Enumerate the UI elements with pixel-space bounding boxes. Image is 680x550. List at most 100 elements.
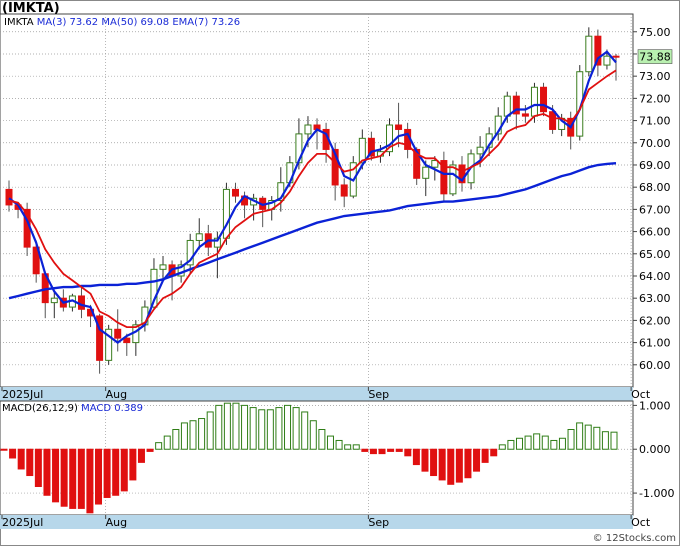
price-tick-label: 63.00 [639, 292, 671, 305]
candle [114, 309, 122, 352]
candle [395, 102, 403, 148]
candle-body-down [367, 137, 375, 157]
macd-tick-label: 1.000 [639, 399, 671, 412]
macd-bar-positive [215, 404, 223, 450]
legend-text: IMKTA MA(3) 73.62 MA(50) 69.08 EMA(7) 73… [4, 17, 240, 28]
price-tick-label: 66.00 [639, 226, 671, 239]
macd-bar-negative [129, 448, 137, 481]
candle [422, 160, 430, 197]
candle [340, 178, 348, 208]
candle [123, 333, 131, 356]
macd-bar-positive [241, 404, 249, 450]
price-tick-label: 67.00 [639, 203, 671, 216]
candle-body-down [440, 160, 448, 195]
macd-bar-positive [541, 435, 549, 450]
legend-value: 73.26 [211, 17, 240, 28]
macd-bar-negative [378, 448, 386, 455]
candle-body-up [213, 237, 221, 248]
candle [195, 218, 203, 250]
macd-bar-negative [387, 448, 395, 452]
macd-bar-positive [326, 435, 334, 450]
candle-body-up [585, 35, 593, 73]
macd-bar-negative [112, 448, 120, 496]
macd-bar-negative [77, 448, 85, 509]
macd-bar-positive [558, 437, 566, 450]
macd-plot-area [0, 400, 634, 516]
macd-date-label: Sep [368, 516, 389, 529]
macd-histogram [0, 402, 618, 514]
chart-title: (IMKTA) [2, 1, 60, 16]
candle-body-down [331, 148, 339, 186]
macd-bar-positive [301, 411, 309, 450]
price-date-label: Oct [631, 388, 651, 401]
candle [50, 291, 58, 319]
macd-bar-positive [163, 435, 171, 450]
macd-panel: 1.000 0.000 -1.000 MACD(26,12,9) MACD 0.38… [0, 399, 674, 529]
price-tick-label: 69.00 [639, 159, 671, 172]
macd-bar-negative [95, 448, 103, 505]
price-tick-label: 64.00 [639, 270, 671, 283]
macd-bar-negative [369, 448, 377, 455]
macd-bar-negative [34, 448, 42, 488]
last-price-box [637, 49, 673, 64]
price-tick-label: 75.00 [639, 26, 671, 39]
macd-bar-negative [473, 448, 481, 472]
candle-body-up [304, 124, 312, 135]
candle-body-up [503, 95, 511, 117]
macd-bar-positive [498, 444, 506, 450]
macd-bar-positive [275, 407, 283, 450]
candle [521, 105, 529, 123]
macd-bar-positive [155, 442, 163, 450]
macd-bar-negative [9, 448, 17, 459]
candle [5, 180, 13, 212]
macd-date-band [0, 515, 633, 529]
candle [540, 82, 548, 117]
candle [612, 53, 620, 81]
price-date-label: 2025Jul [2, 388, 43, 401]
legend-text: MACD(26,12,9) MACD 0.389 [2, 403, 143, 414]
price-plot-area [0, 13, 634, 388]
macd-bar-negative [430, 448, 438, 477]
candle-body-down [594, 35, 602, 66]
macd-bar-negative [361, 448, 369, 452]
price-date-labels: 2025Jul Aug Sep Oct [1, 387, 651, 401]
candle-body-up [222, 188, 230, 239]
candle [386, 118, 394, 157]
macd-date-label: 2025Jul [2, 516, 43, 529]
macd-bar-positive [198, 418, 206, 450]
legend-label: MA(3) [34, 17, 70, 28]
macd-bar-positive [266, 409, 274, 450]
macd-bar-negative [43, 448, 51, 496]
macd-bar-negative [464, 448, 472, 479]
legend-label: MA(50) [98, 17, 140, 28]
macd-bar-negative [137, 448, 145, 463]
candle [159, 256, 167, 281]
macd-bar-positive [206, 411, 214, 450]
candle-body-up [358, 137, 366, 164]
legend-value: 73.62 [70, 17, 99, 28]
macd-bar-negative [490, 448, 498, 457]
macd-bar-negative [421, 448, 429, 472]
macd-bar-negative [52, 448, 60, 503]
candle-body-down [540, 86, 548, 113]
macd-bar-negative [17, 448, 25, 470]
macd-bar-positive [292, 407, 300, 450]
price-legend: IMKTA MA(3) 73.62 MA(50) 69.08 EMA(7) 73… [4, 17, 240, 28]
candle [32, 240, 40, 283]
price-date-band [0, 387, 633, 401]
candle [594, 29, 602, 77]
candle-body-down [114, 328, 122, 339]
macd-bar-positive [515, 437, 523, 450]
candle [458, 156, 466, 192]
price-date-label: Aug [106, 388, 127, 401]
price-tick-label: 71.00 [639, 115, 671, 128]
candle-body-up [195, 233, 203, 241]
macd-bar-positive [335, 439, 343, 450]
candle [358, 129, 366, 170]
price-tick-label: 68.00 [639, 181, 671, 194]
legend-label: EMA(7) [169, 17, 211, 28]
macd-bar-negative [120, 448, 128, 492]
candle [105, 324, 113, 365]
macd-bar-negative [455, 448, 463, 483]
